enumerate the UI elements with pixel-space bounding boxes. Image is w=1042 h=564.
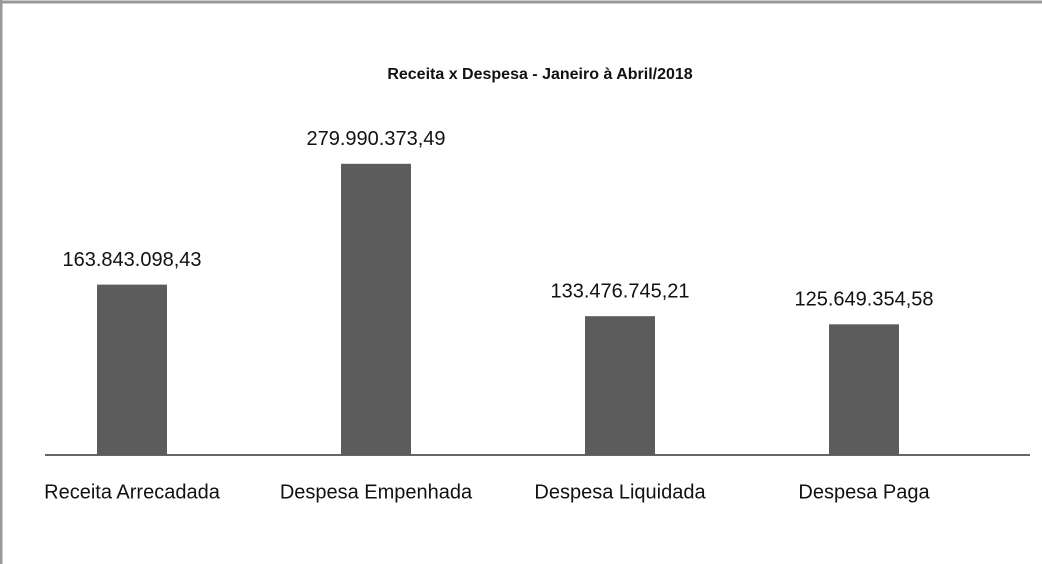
data-label: 279.990.373,49 xyxy=(306,128,445,150)
bar xyxy=(585,316,655,455)
x-tick-label: Despesa Paga xyxy=(798,481,930,503)
data-label: 133.476.745,21 xyxy=(550,280,689,302)
data-label: 125.649.354,58 xyxy=(794,289,933,311)
bar xyxy=(341,163,411,456)
x-tick-label: Receita Arrecadada xyxy=(44,481,221,503)
x-tick-label: Despesa Empenhada xyxy=(280,481,473,503)
data-label: 163.843.098,43 xyxy=(62,249,201,271)
chart-title: Receita x Despesa - Janeiro à Abril/2018 xyxy=(387,66,692,83)
bar xyxy=(829,324,899,455)
x-tick-label: Despesa Liquidada xyxy=(534,481,706,503)
bar xyxy=(97,284,167,455)
